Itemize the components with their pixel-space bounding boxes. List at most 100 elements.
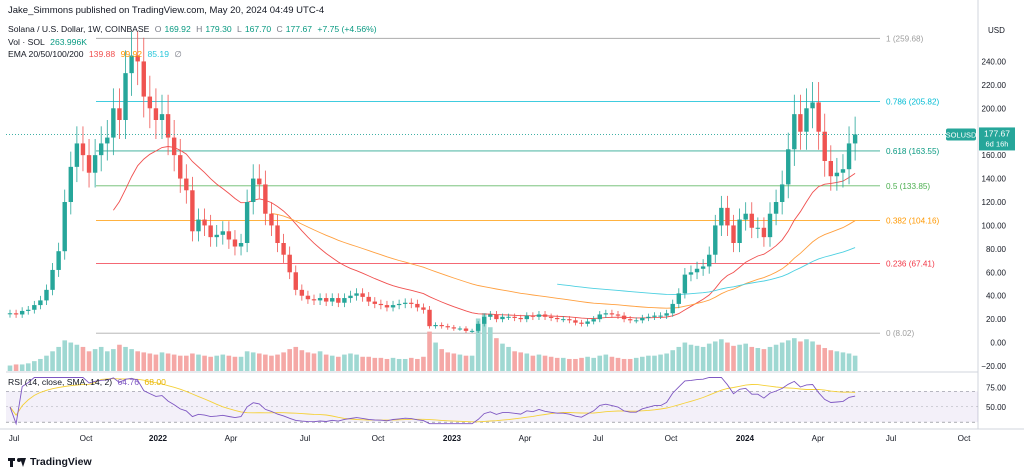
volume-bar [457,354,463,371]
candle-body [688,272,694,275]
volume-bar [92,349,98,371]
volume-bar [554,357,560,371]
fib-level-label: 0.618 (163.55) [886,147,940,156]
candle [202,208,207,236]
candle [409,298,414,309]
candle-body [372,301,377,304]
symbol-legend: Solana / U.S. Dollar, 1W, COINBASE O 169.… [8,24,380,34]
candle-body [287,254,292,273]
currency-label: USD [988,26,1005,35]
candle [336,293,341,308]
candle-body [816,102,821,132]
volume-bar [348,353,353,371]
candle [646,313,651,322]
volume-bar [354,354,359,371]
candle-body [68,166,73,202]
candle [135,31,140,86]
candle-body [846,143,852,170]
candle [19,307,25,318]
volume-bar [743,343,748,371]
volume-bar [506,346,511,371]
time-tick-label: Oct [80,434,93,443]
candle-body [567,319,572,321]
volume-bar [408,357,414,371]
symbol-title: Solana / U.S. Dollar, 1W, COINBASE [8,24,150,34]
candle [317,293,323,305]
candle-body [323,298,329,302]
candle [804,88,809,150]
candle-body [700,266,706,269]
price-tick-label: 80.00 [986,245,1007,254]
candle [86,138,92,188]
candle-body [299,289,305,296]
candle-body [834,172,840,177]
volume-bar [311,353,317,371]
volume-bar [828,350,834,371]
volume-bar [767,346,773,371]
ema50-value: 99.92 [120,49,143,59]
candle-body [390,305,396,308]
candle [384,300,390,312]
volume-bar [293,346,299,371]
candle-body [694,268,700,273]
fib-level-label: 1 (259.68) [886,34,924,43]
candle [129,31,134,96]
candle [707,246,712,274]
tradingview-brand[interactable]: TradingView [8,456,92,468]
candle [579,319,584,327]
candle-body [585,321,590,324]
volume-bar [25,363,31,371]
volume-bar [846,353,852,371]
time-tick-label: Jul [9,434,20,443]
candle-body [123,73,128,120]
candle-body [50,269,55,290]
price-tick-label: 160.00 [982,151,1007,160]
volume-bar [749,346,755,371]
candle [62,189,67,260]
candle-body [38,300,43,306]
candle-body [664,313,669,316]
candle [171,120,177,172]
volume-bar [712,341,718,371]
candle-body [269,213,274,226]
candle-body [311,299,317,301]
candle-body [707,254,712,267]
rsi-ma-value: 68.00 [144,377,166,387]
volume-bar [852,355,858,371]
volume-bar [74,344,80,371]
candle [50,262,55,296]
volume-bar [117,344,122,371]
candle-body [378,303,384,306]
candle [658,312,663,319]
candle-body [579,322,584,324]
candle-body [810,102,815,109]
candle-body [305,295,311,300]
volume-bar [816,344,821,371]
candle [469,328,475,333]
candle [92,138,98,188]
candle [251,164,256,215]
volume-bar [13,364,19,371]
candle [609,309,615,318]
candle [178,138,183,193]
candle-body [208,225,213,238]
candle [591,316,596,325]
volume-bar [269,355,274,371]
candle [238,233,244,256]
candle-body [670,303,675,314]
price-tick-label: 100.00 [982,221,1007,230]
time-tick-label: Apr [519,434,532,443]
candle [153,88,159,139]
price-tick-label: 20.00 [986,315,1007,324]
candle [281,233,286,263]
candle-body [658,315,663,317]
candle [311,294,317,305]
time-tick-label: Apr [812,434,825,443]
volume-bar [68,342,74,371]
candle [567,316,572,324]
volume-bar [421,356,426,371]
bar-countdown: 6d 16h [986,139,1009,148]
rsi-tick-label: 50.00 [986,403,1007,412]
volume-bar [488,327,493,371]
